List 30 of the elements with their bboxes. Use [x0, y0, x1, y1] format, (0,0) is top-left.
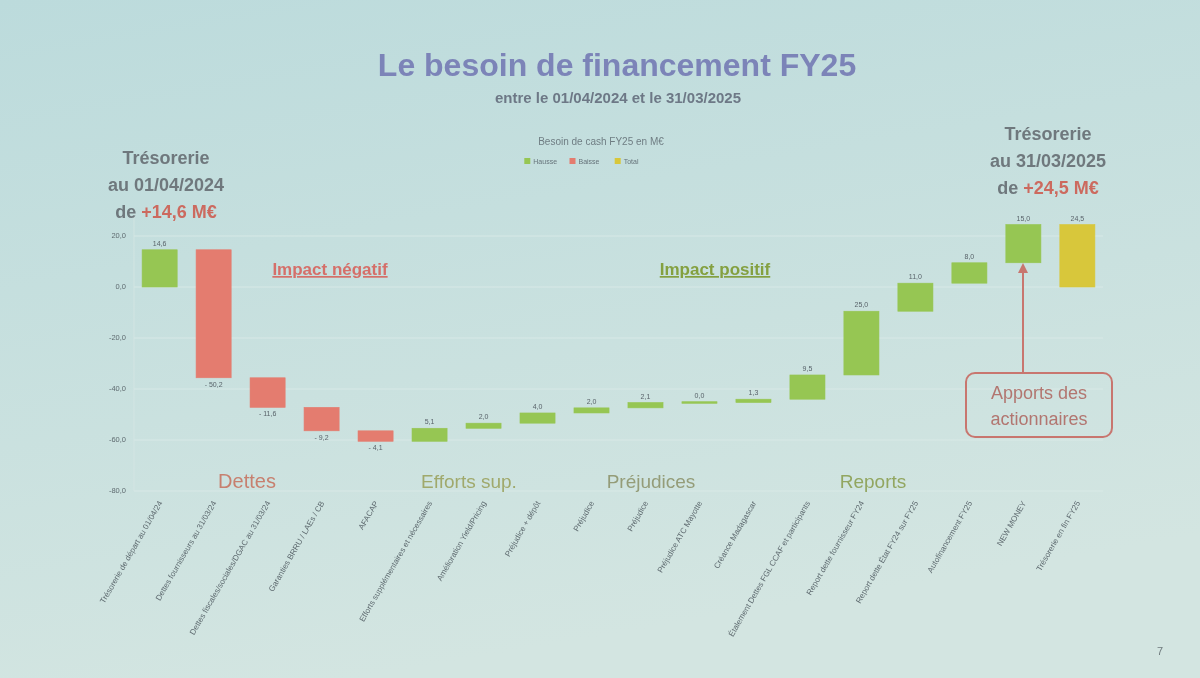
bar	[789, 374, 826, 400]
bar	[411, 427, 448, 442]
bar	[465, 422, 502, 429]
annotation: Apports des actionnaires	[990, 383, 1088, 429]
bar	[951, 262, 988, 284]
annotation: Préjudices	[606, 471, 696, 492]
bar	[141, 249, 178, 288]
bar	[1005, 224, 1042, 264]
text: Besoin de cash FY25 en M€	[538, 136, 665, 147]
annotation: Reports	[839, 471, 907, 492]
chart-title: Le besoin de financement FY25	[377, 47, 857, 83]
annotation: Impact positif	[659, 260, 771, 279]
bar	[843, 310, 880, 376]
bar	[249, 377, 286, 408]
bar	[519, 412, 556, 424]
bar	[303, 407, 340, 432]
bar	[735, 398, 772, 403]
annotation: Efforts sup.	[421, 471, 517, 492]
annotation: Trésorerie au 01/04/2024 de +14,6 M€	[107, 148, 225, 222]
text: 7	[1156, 645, 1164, 657]
chart-subtitle: entre le 01/04/2024 et le 31/03/2025	[494, 89, 742, 106]
bar	[357, 430, 394, 442]
bar	[195, 249, 232, 379]
bar	[1059, 224, 1096, 288]
text: Trésorerie au 31/03/2025 de +24,5 M€	[989, 124, 1107, 198]
bar	[573, 407, 610, 414]
bar	[897, 282, 934, 312]
bar	[627, 402, 664, 409]
annotation: Impact négatif	[272, 260, 388, 279]
annotation: Dettes	[218, 470, 276, 492]
